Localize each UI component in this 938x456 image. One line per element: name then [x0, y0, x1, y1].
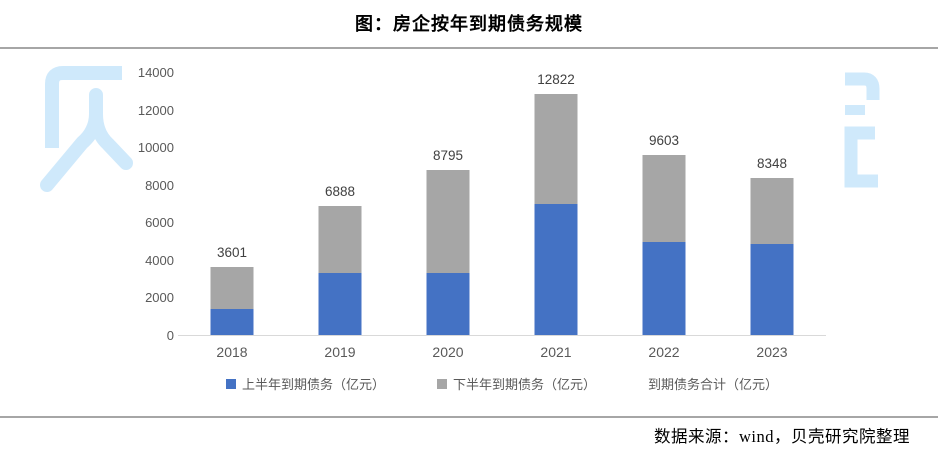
legend-item: 下半年到期债务（亿元）	[436, 374, 596, 393]
plot-area: 3601 2018 6888 2019 8795 2020 12822 2021 9603 202…	[178, 60, 826, 360]
total-data-label: 6888	[324, 183, 356, 199]
bar-segment	[534, 94, 578, 204]
legend-label: 下半年到期债务（亿元）	[452, 377, 596, 392]
legend-item: 上半年到期债务（亿元）	[225, 374, 385, 393]
bar-group-2020: 8795 2020	[394, 60, 502, 360]
total-data-label: 9603	[648, 132, 680, 148]
y-axis-tick-label: 12000	[137, 102, 174, 118]
x-axis-tick-label: 2022	[648, 344, 680, 360]
x-axis-tick-label: 2019	[324, 344, 356, 360]
y-axis-tick-label: 2000	[145, 290, 174, 306]
total-data-label: 3601	[216, 245, 248, 261]
bottom-divider-line	[0, 416, 938, 418]
y-axis-tick-label: 14000	[137, 65, 174, 80]
legend-label: 到期债务合计（亿元）	[648, 377, 779, 392]
stacked-bar	[426, 169, 470, 335]
stacked-bar	[318, 205, 362, 335]
y-axis-tick-label: 8000	[145, 177, 174, 193]
bar-group-2019: 6888 2019	[286, 60, 394, 360]
bar-group-2021: 12822 2021	[502, 60, 610, 360]
bar-group-2018: 3601 2018	[178, 60, 286, 360]
bar-segment	[534, 203, 578, 335]
stacked-bar	[210, 267, 254, 335]
bar-group-2023: 8348 2023	[718, 60, 826, 360]
y-axis: 0 2000 4000 6000 8000 10000 12000 14000	[118, 60, 174, 343]
bar-segment	[642, 242, 686, 335]
y-axis-tick-label: 4000	[145, 252, 174, 268]
bar-group-2022: 9603 2022	[610, 60, 718, 360]
bar-segment	[210, 267, 254, 309]
chart-title: 图：房企按年到期债务规模	[355, 14, 583, 34]
legend-item: 到期债务合计（亿元）	[648, 374, 778, 393]
bar-segment	[426, 169, 470, 274]
x-axis-tick-label: 2023	[756, 344, 788, 360]
legend-label: 上半年到期债务（亿元）	[241, 377, 385, 392]
stacked-bar	[750, 178, 794, 335]
bar-segment	[426, 273, 470, 335]
total-data-label: 8348	[756, 156, 788, 172]
stacked-bar	[642, 154, 686, 335]
bar-segment	[210, 308, 254, 335]
stacked-bar	[534, 94, 578, 335]
bar-segment	[318, 205, 362, 273]
beike-watermark-right-icon	[844, 72, 880, 188]
data-source-text: 数据来源：wind，贝壳研究院整理	[654, 427, 910, 446]
y-axis-tick-label: 6000	[145, 215, 174, 231]
legend-swatch-icon	[436, 378, 447, 389]
top-divider-line	[0, 47, 938, 49]
x-axis-tick-label: 2020	[432, 344, 464, 360]
bar-segment	[642, 154, 686, 243]
y-axis-tick-label: 0	[166, 328, 174, 343]
total-data-label: 12822	[537, 72, 575, 88]
bar-segment	[750, 178, 794, 244]
bar-segment	[750, 243, 794, 335]
bar-segment	[318, 272, 362, 335]
chart-legend: 上半年到期债务（亿元） 下半年到期债务（亿元） 到期债务合计（亿元）	[178, 374, 826, 393]
legend-swatch-icon	[225, 378, 236, 389]
y-axis-tick-label: 10000	[137, 140, 174, 156]
x-axis-tick-label: 2021	[540, 344, 572, 360]
x-axis-tick-label: 2018	[216, 344, 248, 360]
total-data-label: 8795	[432, 147, 464, 163]
